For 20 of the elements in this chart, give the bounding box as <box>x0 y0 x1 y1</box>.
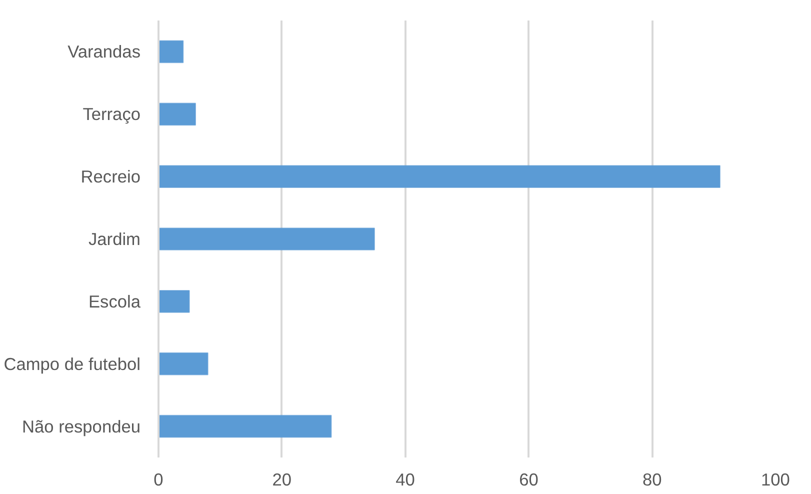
y-tick-label: Não respondeu <box>22 416 141 436</box>
x-tick-label: 20 <box>272 470 292 490</box>
x-tick-label: 100 <box>761 470 790 490</box>
y-tick-label: Varandas <box>68 42 141 62</box>
y-tick-label: Campo de futebol <box>4 354 141 374</box>
bar <box>158 414 332 438</box>
y-tick-label: Jardim <box>88 229 141 249</box>
x-tick-label: 40 <box>396 470 415 490</box>
x-tick-label: 0 <box>154 470 164 490</box>
bar <box>158 165 720 188</box>
y-tick-label: Recreio <box>80 166 141 187</box>
bar <box>158 40 184 64</box>
bar <box>158 352 208 376</box>
bar <box>158 228 375 250</box>
bar <box>158 290 190 313</box>
y-tick-label: Terraço <box>82 104 140 124</box>
bar <box>158 102 196 126</box>
y-tick-label: Escola <box>88 291 141 312</box>
x-tick-label: 80 <box>642 470 662 490</box>
x-tick-label: 60 <box>519 470 538 490</box>
